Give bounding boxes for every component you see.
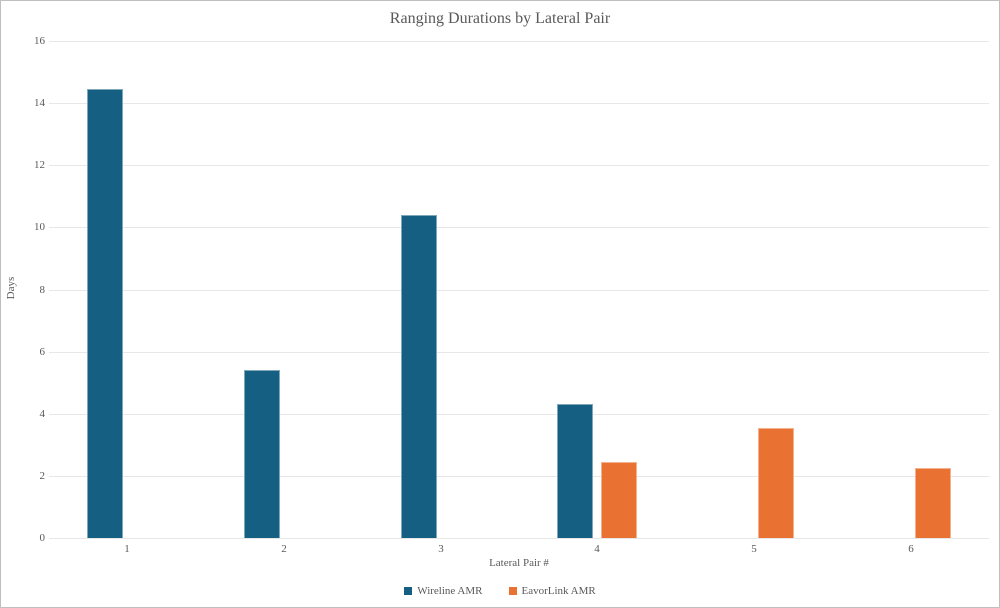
bar-eavorlink-amr-pair-4 — [601, 462, 637, 538]
legend-item-wireline-amr: Wireline AMR — [404, 585, 483, 597]
bar-eavorlink-amr-pair-5 — [758, 428, 794, 538]
legend-swatch-icon — [508, 587, 517, 595]
legend: Wireline AMR EavorLink AMR — [1, 585, 999, 597]
y-tick-label-8: 8 — [39, 284, 46, 296]
y-tick-label-2: 2 — [39, 470, 46, 482]
gridline-y-6 — [49, 352, 989, 353]
legend-swatch-icon — [404, 587, 413, 595]
x-tick-label-2: 2 — [281, 543, 287, 555]
gridline-y-0 — [49, 538, 989, 539]
x-tick-label-3: 3 — [438, 543, 444, 555]
bar-wireline-amr-pair-4 — [557, 404, 593, 538]
x-tick-label-4: 4 — [594, 543, 600, 555]
y-tick-label-16: 16 — [34, 35, 45, 47]
y-tick-label-12: 12 — [34, 159, 45, 171]
y-tick-label-14: 14 — [34, 97, 45, 109]
gridline-y-10 — [49, 227, 989, 228]
bar-eavorlink-amr-pair-6 — [915, 468, 951, 538]
plot-area — [49, 41, 989, 539]
y-tick-label-4: 4 — [39, 408, 46, 420]
chart-title: Ranging Durations by Lateral Pair — [389, 10, 611, 27]
gridline-y-8 — [49, 290, 989, 291]
legend-item-eavorlink-amr: EavorLink AMR — [508, 585, 596, 597]
y-tick-label-0: 0 — [39, 532, 46, 544]
gridline-y-2 — [49, 476, 989, 477]
x-tick-label-6: 6 — [908, 543, 914, 555]
legend-label: Wireline AMR — [417, 585, 483, 597]
y-tick-label-6: 6 — [39, 346, 46, 358]
legend-label: EavorLink AMR — [521, 585, 596, 597]
gridline-y-14 — [49, 103, 989, 104]
bar-wireline-amr-pair-3 — [401, 215, 437, 538]
gridline-y-12 — [49, 165, 989, 166]
bar-wireline-amr-pair-2 — [244, 370, 280, 538]
x-axis-title: Lateral Pair # — [489, 557, 549, 569]
bar-wireline-amr-pair-1 — [87, 89, 123, 538]
x-tick-label-1: 1 — [124, 543, 130, 555]
y-tick-label-10: 10 — [34, 221, 45, 233]
gridline-y-16 — [49, 41, 989, 42]
gridline-y-4 — [49, 414, 989, 415]
x-tick-label-5: 5 — [751, 543, 757, 555]
